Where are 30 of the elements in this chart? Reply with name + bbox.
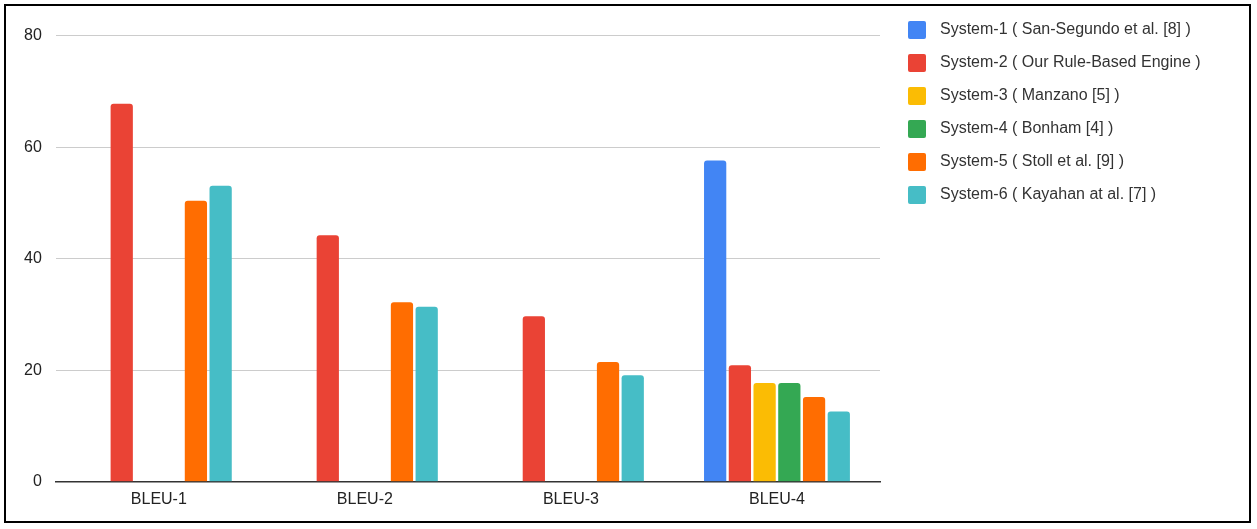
x-tick-label: BLEU-4 bbox=[748, 489, 806, 507]
y-tick-label: 40 bbox=[24, 249, 42, 267]
bar bbox=[316, 235, 339, 482]
bar bbox=[522, 316, 545, 482]
bar bbox=[390, 302, 414, 482]
bar bbox=[415, 306, 438, 482]
legend-label: System-5 ( Stoll et al. [9] ) bbox=[940, 152, 1126, 169]
y-tick-label: 60 bbox=[24, 137, 42, 155]
y-tick-label: 20 bbox=[24, 360, 42, 378]
legend-label: System-6 ( Kayahan at al. [7] ) bbox=[940, 185, 1158, 202]
legend-label: System-4 ( Bonham [4] ) bbox=[940, 119, 1115, 136]
bar bbox=[209, 185, 232, 482]
bar bbox=[827, 411, 850, 482]
legend-label: System-1 ( San-Segundo et al. [8] ) bbox=[940, 20, 1192, 37]
bar bbox=[184, 200, 208, 482]
legend-label: System-3 ( Manzano [5] ) bbox=[940, 86, 1121, 103]
y-tick-label: 0 bbox=[32, 472, 42, 490]
bar bbox=[778, 383, 801, 482]
x-tick-label: BLEU-3 bbox=[542, 489, 600, 507]
bar bbox=[704, 160, 727, 482]
bar bbox=[753, 383, 776, 482]
bar bbox=[802, 397, 826, 482]
x-tick-label: BLEU-1 bbox=[130, 489, 187, 507]
y-tick-label: 80 bbox=[24, 26, 42, 44]
bar bbox=[621, 375, 644, 482]
bar bbox=[110, 103, 133, 482]
legend-label: System-2 ( Our Rule-Based Engine ) bbox=[940, 53, 1202, 70]
bar bbox=[728, 365, 752, 482]
bar bbox=[596, 361, 620, 482]
x-tick-label: BLEU-2 bbox=[336, 489, 393, 507]
